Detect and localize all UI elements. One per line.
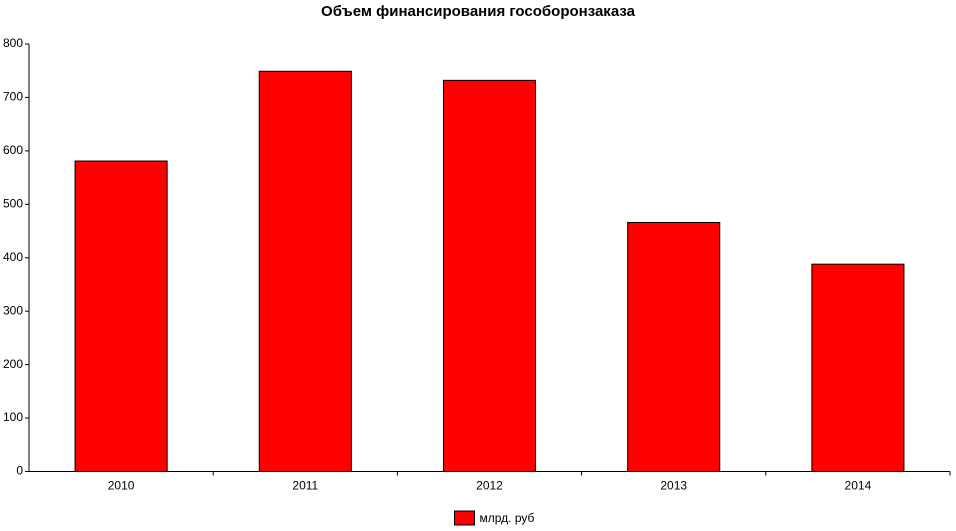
y-tick-label: 300	[3, 303, 23, 317]
bar	[811, 263, 905, 472]
y-tick-label: 0	[16, 464, 23, 478]
chart-title: Объем финансирования гособоронзаказа	[321, 3, 636, 20]
y-tick-label: 400	[3, 250, 23, 264]
bar	[442, 79, 537, 473]
bar	[258, 70, 352, 473]
y-tick-label: 500	[3, 196, 23, 210]
y-tick-label: 100	[3, 410, 23, 424]
legend-label: млрд. руб	[480, 511, 535, 525]
x-tick-label: 2010	[108, 479, 135, 493]
y-tick-label: 800	[3, 36, 23, 50]
bar	[627, 221, 721, 472]
y-tick-label: 200	[3, 357, 23, 371]
y-tick-label: 600	[3, 143, 23, 157]
y-tick-label: 700	[3, 90, 23, 104]
x-tick-label: 2013	[660, 479, 687, 493]
bar	[74, 160, 168, 472]
legend-swatch	[454, 510, 475, 526]
x-tick-label: 2011	[292, 479, 318, 493]
x-tick-label: 2014	[845, 479, 872, 493]
x-tick-label: 2012	[476, 479, 503, 493]
